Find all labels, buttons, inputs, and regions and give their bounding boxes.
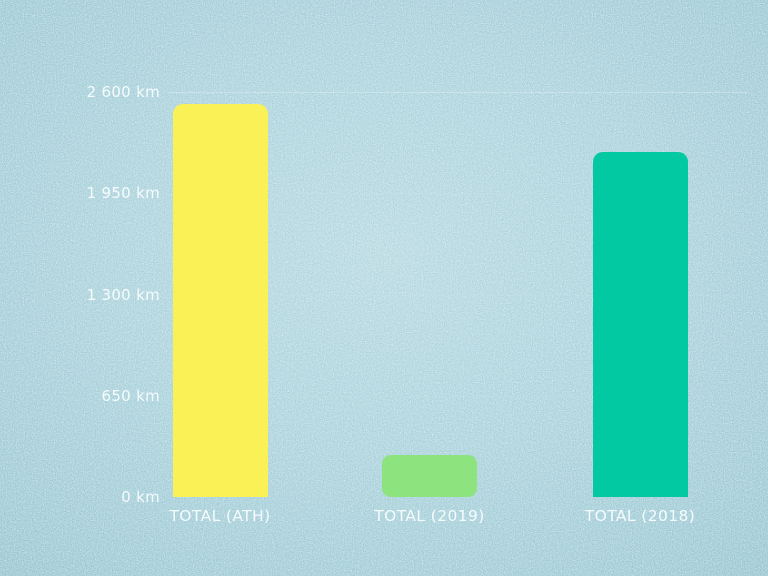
bar-total-2019 xyxy=(382,455,477,497)
x-category-label: TOTAL (2019) xyxy=(374,507,485,525)
gridline-650 xyxy=(168,395,748,397)
x-category-label: TOTAL (2018) xyxy=(584,507,696,525)
bar-total-2018 xyxy=(592,152,688,497)
x-category-label: TOTAL (ATH) xyxy=(169,507,271,525)
gridline-2600 xyxy=(168,92,748,93)
y-tick-label: 0 km xyxy=(121,488,160,506)
y-tick-label: 2 600 km xyxy=(86,83,160,101)
y-tick-label: 1 950 km xyxy=(86,184,160,203)
gridline-1950 xyxy=(168,193,748,195)
gridline-1300 xyxy=(168,294,748,296)
y-tick-label: 650 km xyxy=(101,386,160,405)
bar-total-ath xyxy=(172,104,268,497)
y-tick-label: 1 300 km xyxy=(86,285,160,304)
